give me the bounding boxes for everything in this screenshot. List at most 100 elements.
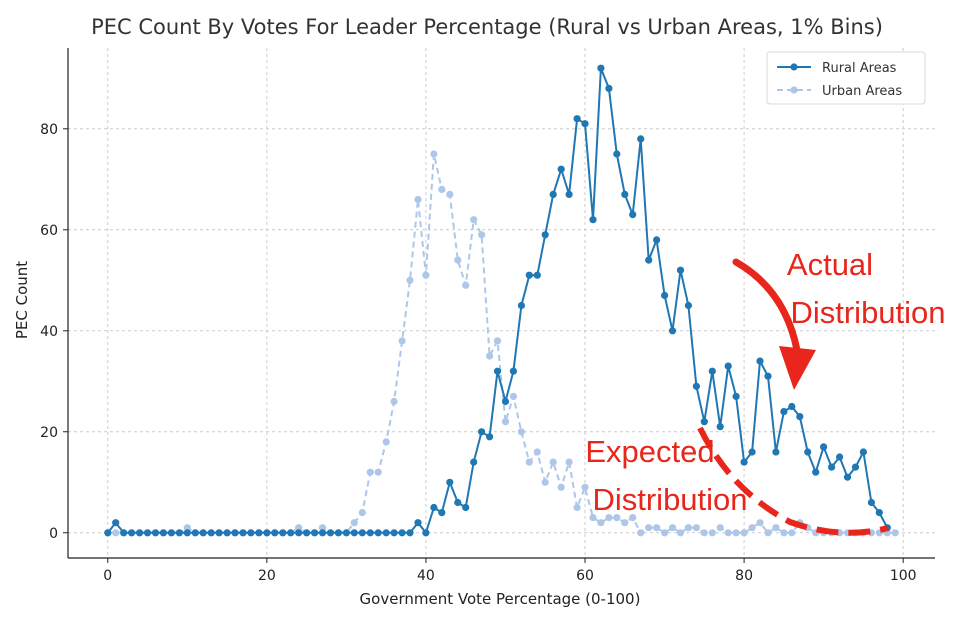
urban-point [350, 519, 358, 527]
x-tick-label: 100 [890, 568, 917, 584]
rural-point [422, 529, 430, 537]
rural-point [438, 508, 446, 517]
rural-point [462, 503, 470, 512]
rural-point [159, 529, 167, 537]
rural-point [525, 271, 533, 279]
urban-point [565, 458, 573, 466]
rural-point [565, 190, 573, 198]
urban-point [358, 508, 366, 517]
urban-point [533, 448, 541, 456]
rural-point [812, 468, 820, 476]
urban-point [605, 514, 613, 522]
urban-point [414, 195, 422, 204]
legend: Rural Areas Urban Areas [766, 51, 926, 105]
urban-point [398, 337, 406, 345]
rural-point [836, 453, 844, 461]
urban-point [112, 529, 120, 537]
x-tick-label: 80 [735, 568, 753, 584]
urban-point [684, 524, 693, 532]
urban-point [629, 514, 637, 522]
rural-point [764, 372, 772, 380]
y-axis-label: PEC Count [13, 261, 31, 339]
urban-point [756, 519, 764, 527]
legend-label: Urban Areas [822, 84, 902, 99]
urban-point [525, 458, 533, 466]
urban-line [107, 153, 896, 534]
urban-point [661, 529, 669, 537]
legend-box [766, 51, 926, 105]
rural-point [223, 529, 231, 537]
rural-point [796, 413, 804, 421]
rural-point [557, 165, 565, 173]
legend-swatch-marker [790, 63, 798, 71]
rural-point [143, 529, 152, 537]
rural-point [271, 529, 279, 537]
urban-point [478, 231, 486, 239]
urban-point [454, 256, 462, 264]
rural-point [780, 408, 788, 416]
rural-point [231, 529, 239, 537]
rural-point [851, 463, 860, 471]
rural-point [390, 529, 398, 537]
rural-point [732, 392, 740, 400]
urban-point [645, 524, 653, 532]
y-tick-label: 20 [40, 425, 58, 441]
rural-point [748, 448, 756, 456]
rural-point [239, 529, 247, 537]
rural-point [334, 529, 342, 537]
urban-point [430, 150, 438, 158]
urban-point [589, 514, 597, 522]
series-rural [104, 64, 891, 537]
urban-point [716, 524, 724, 532]
rural-point [374, 529, 382, 537]
rural-point [493, 367, 502, 375]
urban-point [517, 428, 526, 436]
urban-point [390, 397, 398, 406]
rural-point [581, 120, 589, 128]
urban-point [438, 185, 446, 193]
urban-point [772, 524, 780, 532]
rural-point [859, 448, 868, 456]
rural-point [788, 402, 796, 411]
rural-point [533, 271, 541, 279]
urban-point [740, 529, 748, 537]
rural-point [215, 529, 223, 537]
urban-point [183, 524, 191, 532]
rural-point [668, 327, 677, 335]
rural-point [867, 498, 876, 507]
urban-point [295, 524, 303, 532]
x-axis-label: Government Vote Percentage (0-100) [360, 590, 641, 608]
x-tick-label: 60 [576, 568, 594, 584]
rural-point [128, 529, 136, 537]
rural-point [820, 443, 828, 451]
rural-line [107, 67, 889, 534]
rural-point [311, 529, 319, 537]
rural-point [724, 362, 732, 370]
rural-point [573, 115, 581, 123]
urban-point [597, 519, 605, 527]
legend-label: Rural Areas [822, 61, 897, 76]
urban-point [891, 529, 899, 537]
rural-point [828, 463, 836, 471]
rural-point [454, 498, 462, 507]
urban-point [446, 190, 454, 198]
urban-point [509, 392, 517, 400]
rural-point [136, 529, 144, 537]
rural-point [175, 529, 183, 537]
rural-point [661, 291, 669, 299]
rural-point [247, 529, 255, 537]
urban-point [374, 468, 382, 476]
rural-point [708, 367, 716, 375]
rural-point [843, 473, 852, 481]
rural-point [501, 397, 510, 406]
rural-point [183, 529, 191, 537]
rural-point [430, 503, 438, 512]
urban-point [422, 271, 430, 279]
urban-point [692, 524, 701, 532]
rural-point [414, 519, 422, 527]
rural-point [589, 216, 597, 224]
urban-point [732, 529, 740, 537]
rural-point [207, 529, 215, 537]
rural-point [629, 211, 637, 219]
